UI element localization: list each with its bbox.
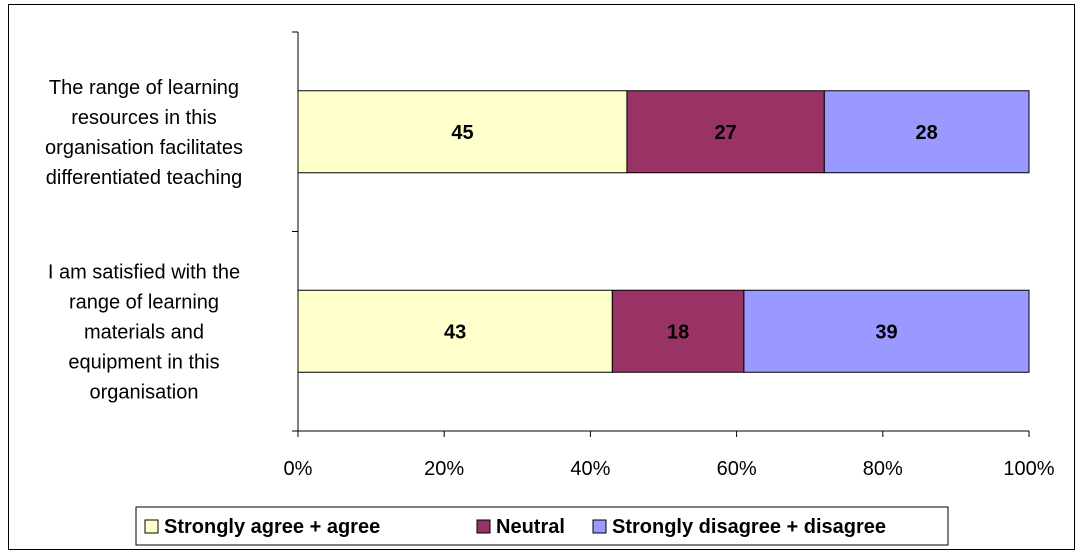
data-label: 45 <box>451 122 473 144</box>
bar-segment <box>297 289 613 373</box>
chart-area: 45 27 28 The range of learning resources in … <box>8 4 1075 550</box>
x-tick-label: 40% <box>570 458 610 480</box>
x-tick-label: 60% <box>717 458 757 480</box>
category-label: The range of learning <box>49 77 239 99</box>
legend-label: Neutral <box>496 516 565 538</box>
bar-segment <box>611 289 745 373</box>
category-label: range of learning <box>69 291 219 313</box>
legend <box>135 506 949 546</box>
bar-segment <box>626 90 825 174</box>
category-label: organisation <box>90 381 199 403</box>
bar-segment <box>743 289 1030 373</box>
chart-svg: 45 27 28 The range of learning resources in … <box>45 31 1055 546</box>
bar-segment <box>297 90 628 174</box>
legend-swatch <box>592 519 607 534</box>
legend-label: Strongly disagree + disagree <box>612 516 886 538</box>
category-label: differentiated teaching <box>46 167 242 189</box>
legend-swatch <box>144 519 159 534</box>
data-label: 43 <box>444 321 466 343</box>
data-label: 18 <box>667 321 689 343</box>
data-label: 39 <box>875 321 897 343</box>
x-tick-label: 20% <box>424 458 464 480</box>
category-label: resources in this <box>71 107 217 129</box>
x-tick-label: 80% <box>863 458 903 480</box>
legend-label: Strongly agree + agree <box>164 516 380 538</box>
legend-swatch <box>476 519 491 534</box>
x-tick-label: 100% <box>1003 458 1054 480</box>
category-label: I am satisfied with the <box>48 261 240 283</box>
category-label: organisation facilitates <box>45 137 243 159</box>
data-label: 27 <box>715 122 737 144</box>
x-tick-label: 0% <box>284 458 313 480</box>
category-label: materials and <box>84 321 204 343</box>
category-label: equipment in this <box>68 351 219 373</box>
data-label: 28 <box>916 122 938 144</box>
bar-segment <box>823 90 1030 174</box>
